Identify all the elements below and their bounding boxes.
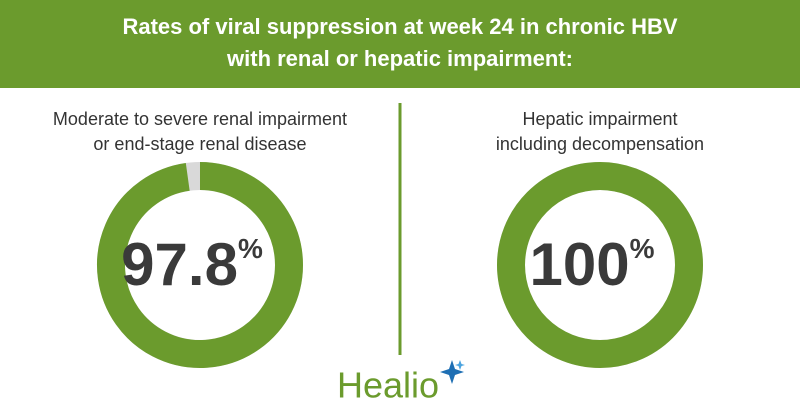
logo-star bbox=[440, 360, 465, 384]
value-label: 97.8% bbox=[121, 231, 263, 298]
header-band bbox=[0, 0, 800, 88]
donut-arc bbox=[497, 162, 703, 368]
header-title: Rates of viral suppression at week 24 in… bbox=[122, 14, 677, 39]
brand-logo: Healio bbox=[337, 365, 439, 406]
value-unit: % bbox=[238, 233, 263, 264]
chart-subtitle: Moderate to severe renal impairment bbox=[53, 109, 347, 129]
chart-subtitle: or end-stage renal disease bbox=[93, 134, 306, 154]
chart-subtitle: Hepatic impairment bbox=[522, 109, 677, 129]
value-number: 97.8 bbox=[121, 231, 238, 298]
chart-subtitle: including decompensation bbox=[496, 134, 704, 154]
value-label: 100% bbox=[529, 231, 654, 298]
header-title: with renal or hepatic impairment: bbox=[226, 46, 573, 71]
value-number: 100 bbox=[529, 231, 629, 298]
value-unit: % bbox=[630, 233, 655, 264]
donut-arc bbox=[97, 162, 303, 368]
